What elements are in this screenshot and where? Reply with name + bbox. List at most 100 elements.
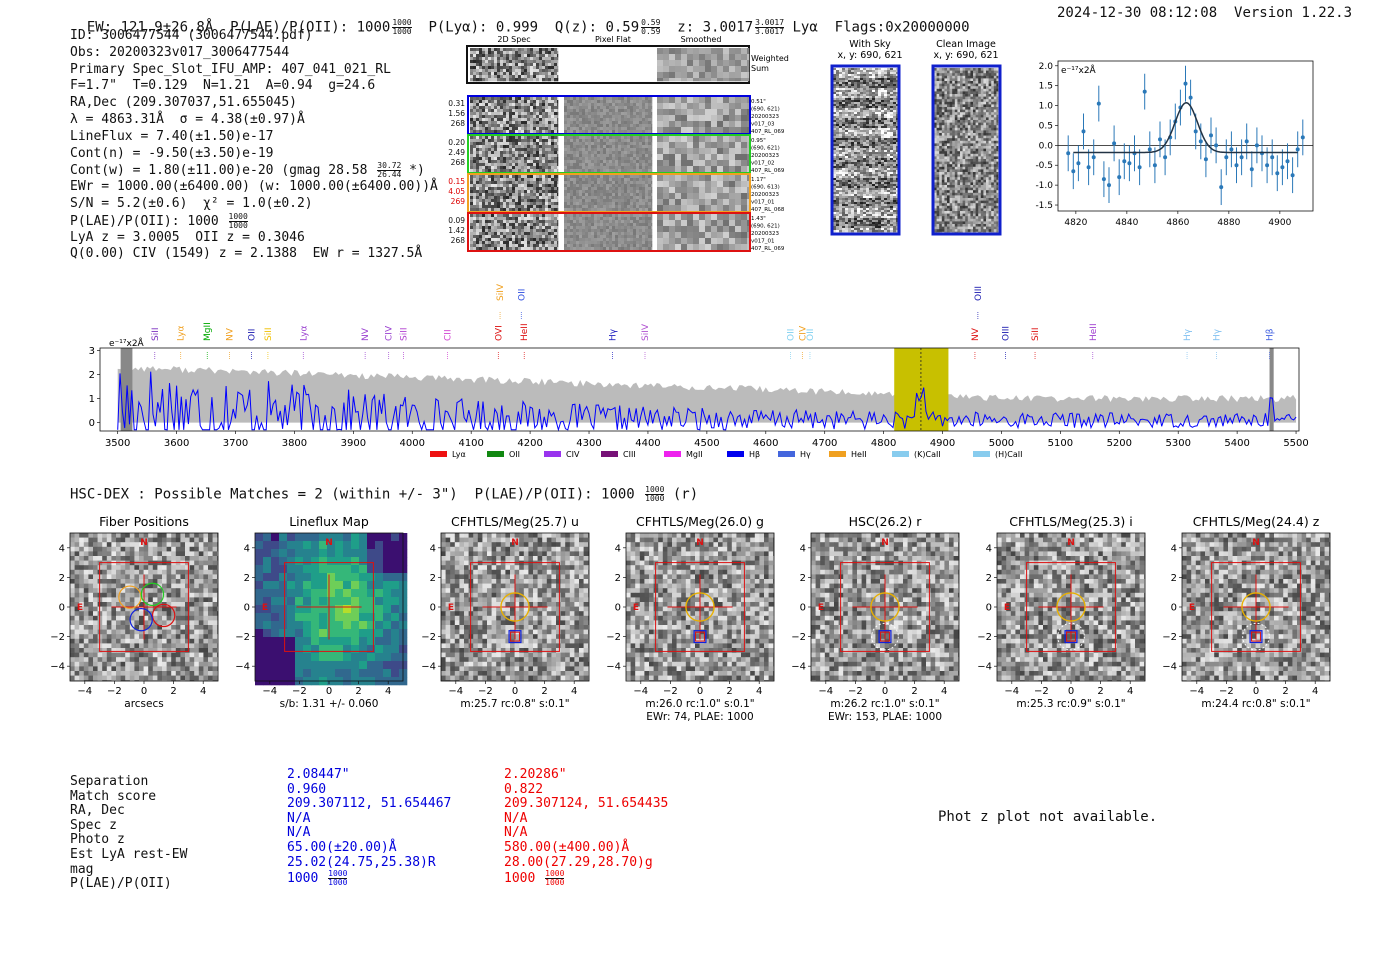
sky-pixel [872,118,876,121]
noise-pixel [723,60,730,67]
noise-pixel [573,118,577,122]
fiber-row-meta: v017_01 [751,239,775,245]
noise-pixel [597,220,601,224]
noise-pixel [612,142,616,146]
noise-pixel [506,130,510,134]
noise-pixel [473,160,477,164]
noise-pixel [648,208,652,212]
noise-pixel [648,214,652,218]
sky-pixel [893,108,897,111]
noise-pixel [624,154,628,158]
sky-pixel [845,140,849,143]
noise-pixel [476,202,480,206]
noise-pixel [645,214,649,218]
sky-pixel [833,76,837,79]
noise-pixel [521,78,525,82]
noise-pixel [479,196,483,200]
noise-pixel [500,217,504,221]
noise-pixel [609,103,613,107]
noise-pixel [576,139,580,143]
noise-pixel [663,238,670,245]
noise-pixel [527,220,531,224]
noise-pixel [551,115,555,119]
noise-pixel [539,139,543,143]
noise-pixel [548,193,552,197]
noise-pixel [536,157,540,161]
sky-pixel [860,158,864,161]
fiber-row-stat: 0.09 [448,216,465,225]
noise-pixel [747,121,750,128]
sky-pixel [884,132,888,135]
noise-pixel [579,100,583,104]
noise-pixel [633,199,637,203]
sky-pixel [884,76,888,79]
fiber-row-meta: (690, 621) [751,107,780,113]
noise-pixel [485,208,489,212]
noise-pixel [497,63,501,67]
noise-pixel [506,66,510,70]
noise-pixel [594,115,598,119]
noise-pixel [618,232,622,236]
noise-pixel [603,244,607,248]
noise-pixel [491,208,495,212]
noise-pixel [500,139,504,143]
sky-pixel [887,106,891,109]
sky-pixel [887,92,891,95]
noise-pixel [539,72,543,76]
noise-pixel [642,244,646,248]
noise-pixel [564,118,568,122]
noise-pixel [524,78,528,82]
noise-pixel [497,72,501,76]
noise-pixel [699,127,706,134]
noise-pixel [536,54,540,58]
noise-pixel [512,202,516,206]
noise-pixel [488,75,492,79]
noise-pixel [473,187,477,191]
sky-pixel [863,118,867,121]
noise-pixel [630,118,634,122]
noise-pixel [681,148,688,155]
noise-pixel [579,247,583,251]
sky-pixel [860,102,864,105]
noise-pixel [633,226,637,230]
sky-pixel [881,116,885,119]
noise-pixel [588,166,592,170]
noise-pixel [530,109,534,113]
noise-pixel [681,60,688,67]
noise-pixel [476,78,480,82]
cutout-gap [654,213,657,251]
noise-pixel [476,247,480,251]
noise-pixel [588,214,592,218]
noise-pixel [645,136,649,140]
noise-pixel [539,160,543,164]
datetime: 2024-12-30 08:12:08 [1057,5,1218,21]
sky-pixel [872,164,876,167]
noise-pixel [488,142,492,146]
noise-pixel [579,244,583,248]
sky-pixel [854,122,858,125]
noise-pixel [600,184,604,188]
sky-pixel [833,106,837,109]
noise-pixel [570,220,574,224]
sky-pixel [845,164,849,167]
noise-pixel [633,205,637,209]
sky-pixel [866,164,870,167]
noise-pixel [533,160,537,164]
noise-pixel [533,69,537,73]
sky-pixel [881,74,885,77]
noise-pixel [612,139,616,143]
sky-pixel [839,124,843,127]
noise-pixel [554,163,558,167]
noise-pixel [747,220,750,227]
noise-pixel [539,51,543,55]
noise-pixel [591,154,595,158]
noise-pixel [564,193,568,197]
noise-pixel [539,57,543,61]
noise-pixel [482,97,486,101]
noise-pixel [567,121,571,125]
sky-pixel [875,92,879,95]
sky-pixel [854,110,858,113]
noise-pixel [518,78,522,82]
noise-pixel [515,169,519,173]
noise-pixel [600,163,604,167]
